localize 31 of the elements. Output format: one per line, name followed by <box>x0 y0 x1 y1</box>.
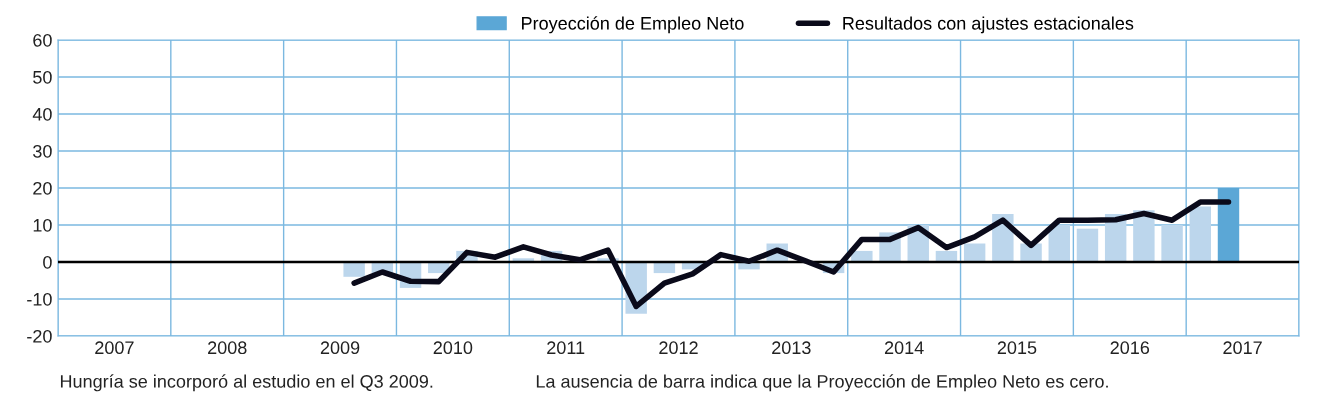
x-tick-label: 2016 <box>1110 341 1150 355</box>
x-tick-label: 2009 <box>320 341 360 355</box>
x-tick-label: 2012 <box>659 341 698 355</box>
x-tick-label: 2007 <box>95 341 134 355</box>
text: Hungría se incorporó al estudio en el Q3 2009. <box>60 374 433 392</box>
x-tick-label: 2008 <box>208 341 247 355</box>
x-tick-label: 2015 <box>997 341 1037 355</box>
bar <box>1161 225 1183 262</box>
y-tick-label: 20 <box>33 181 52 195</box>
bar <box>1048 225 1070 262</box>
legend-label: Proyección de Empleo Neto <box>522 16 744 34</box>
text: La ausencia de barra indica que la Proyección de Empleo Neto es cero. <box>536 374 1108 392</box>
y-tick-label: 0 <box>43 255 52 269</box>
x-tick-label: 2017 <box>1223 341 1262 355</box>
y-tick-label: 40 <box>32 107 52 121</box>
y-tick-label: 50 <box>33 70 52 84</box>
x-tick-label: 2013 <box>772 341 811 355</box>
x-tick-label: 2014 <box>884 341 924 355</box>
x-tick-label: 2011 <box>547 341 585 355</box>
bar <box>963 243 986 262</box>
y-tick-label: 30 <box>33 144 52 158</box>
y-tick-label: 10 <box>33 218 52 232</box>
bar <box>1189 206 1211 262</box>
legend-label: Resultados con ajustes estacionales <box>843 16 1134 34</box>
bar <box>1217 188 1240 262</box>
bar <box>343 262 365 277</box>
y-tick-label: -20 <box>27 329 52 343</box>
y-tick-label: 60 <box>33 33 52 47</box>
y-tick-label: -10 <box>27 292 52 306</box>
bar <box>1076 228 1099 262</box>
x-tick-label: 2010 <box>433 341 473 355</box>
